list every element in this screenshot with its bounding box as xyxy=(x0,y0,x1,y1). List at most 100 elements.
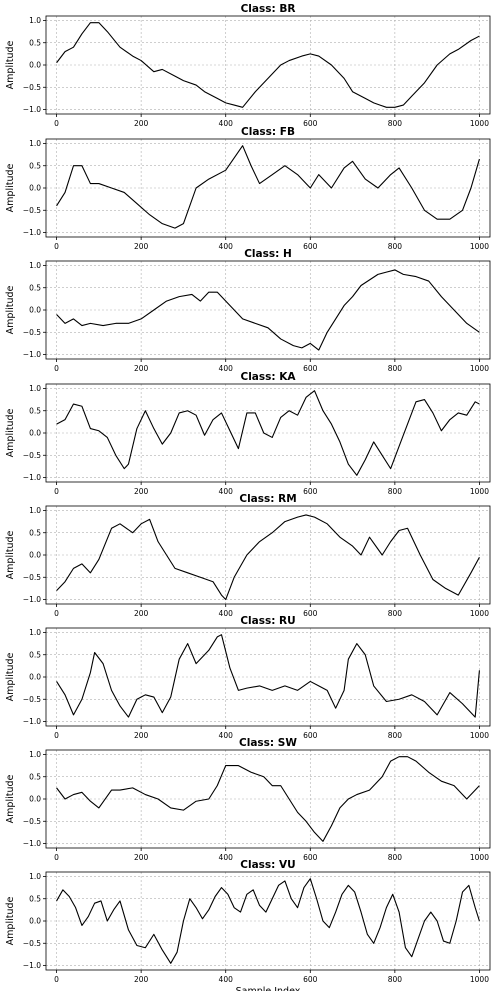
chart-8-y-tick-label: −0.5 xyxy=(23,939,41,948)
chart-6-x-tick-label: 800 xyxy=(388,731,403,740)
chart-4-x-tick-label: 600 xyxy=(303,487,318,496)
chart-1-x-tick-label: 800 xyxy=(388,119,403,128)
chart-7-x-tick-label: 600 xyxy=(303,853,318,862)
chart-2-x-tick-label: 400 xyxy=(219,242,234,251)
chart-7-y-tick-label: −0.5 xyxy=(23,817,41,826)
chart-6-x-tick-label: 600 xyxy=(303,731,318,740)
chart-5-x-tick-label: 200 xyxy=(134,609,149,618)
chart-6-y-tick-label: 0.0 xyxy=(29,673,41,682)
chart-6-y-tick-label: −1.0 xyxy=(23,717,41,726)
chart-6-y-tick-label: 1.0 xyxy=(29,628,41,637)
chart-1-y-tick-label: −0.5 xyxy=(23,83,41,92)
chart-2-title: Class: FB xyxy=(241,126,295,138)
chart-8-x-axis-label: Sample Index xyxy=(236,986,301,991)
chart-2-x-tick-label: 1000 xyxy=(470,242,489,251)
chart-5-y-tick-label: 0.5 xyxy=(29,528,41,537)
chart-3-y-axis-label: Amplitude xyxy=(5,286,16,335)
chart-1-x-tick-label: 1000 xyxy=(470,119,489,128)
chart-7-x-tick-label: 1000 xyxy=(470,853,489,862)
chart-1-y-tick-label: −1.0 xyxy=(23,105,41,114)
chart-3-series-line xyxy=(56,269,480,351)
chart-7-x-tick-label: 400 xyxy=(219,853,234,862)
chart-1-y-tick-label: 0.5 xyxy=(29,38,41,47)
chart-6-x-tick-label: 400 xyxy=(219,731,234,740)
chart-2-y-tick-label: −1.0 xyxy=(23,228,41,237)
chart-3-x-tick-label: 0 xyxy=(54,364,59,373)
chart-6-y-tick-label: 0.5 xyxy=(29,650,41,659)
chart-5-x-tick-label: 800 xyxy=(388,609,403,618)
chart-7-y-tick-label: 1.0 xyxy=(29,750,41,759)
chart-7-y-tick-label: 0.0 xyxy=(29,795,41,804)
chart-4-series-line xyxy=(56,390,480,476)
chart-1-x-tick-label: 600 xyxy=(303,119,318,128)
chart-1-x-tick-label: 0 xyxy=(54,119,59,128)
chart-6-series-line xyxy=(56,634,480,718)
chart-8-y-tick-label: 1.0 xyxy=(29,872,41,881)
chart-7-y-tick-label: −1.0 xyxy=(23,839,41,848)
chart-8-x-tick-label: 800 xyxy=(388,975,403,984)
chart-1-x-tick-label: 400 xyxy=(219,119,234,128)
chart-6-x-tick-label: 1000 xyxy=(470,731,489,740)
chart-1-y-tick-label: 1.0 xyxy=(29,16,41,25)
chart-6-x-tick-label: 0 xyxy=(54,731,59,740)
chart-3-y-tick-label: 0.5 xyxy=(29,283,41,292)
chart-2-x-tick-label: 800 xyxy=(388,242,403,251)
chart-2-x-tick-label: 0 xyxy=(54,242,59,251)
chart-6-x-tick-label: 200 xyxy=(134,731,149,740)
chart-4-y-axis-label: Amplitude xyxy=(5,409,16,458)
chart-4-x-tick-label: 400 xyxy=(219,487,234,496)
chart-8-x-tick-label: 400 xyxy=(219,975,234,984)
chart-3-x-tick-label: 1000 xyxy=(470,364,489,373)
chart-6-title: Class: RU xyxy=(240,615,295,627)
chart-3-y-tick-label: 1.0 xyxy=(29,261,41,270)
chart-2-series-line xyxy=(56,145,480,229)
chart-7-x-tick-label: 800 xyxy=(388,853,403,862)
chart-2-x-tick-label: 600 xyxy=(303,242,318,251)
chart-3-x-tick-label: 200 xyxy=(134,364,149,373)
chart-1-title: Class: BR xyxy=(241,3,296,15)
chart-4-y-tick-label: 1.0 xyxy=(29,384,41,393)
chart-1-series-line xyxy=(56,22,480,108)
chart-2-y-tick-label: 0.0 xyxy=(29,184,41,193)
chart-4-x-tick-label: 0 xyxy=(54,487,59,496)
chart-4-x-tick-label: 200 xyxy=(134,487,149,496)
chart-8-series-line xyxy=(56,878,480,964)
chart-3-y-tick-label: −0.5 xyxy=(23,328,41,337)
chart-3-x-tick-label: 600 xyxy=(303,364,318,373)
chart-3-y-tick-label: −1.0 xyxy=(23,350,41,359)
chart-8-y-tick-label: 0.0 xyxy=(29,917,41,926)
chart-5-y-tick-label: 0.0 xyxy=(29,551,41,560)
chart-5-y-axis-label: Amplitude xyxy=(5,531,16,580)
chart-3-x-tick-label: 800 xyxy=(388,364,403,373)
chart-2-y-tick-label: −0.5 xyxy=(23,206,41,215)
chart-7-y-tick-label: 0.5 xyxy=(29,772,41,781)
chart-5-x-tick-label: 0 xyxy=(54,609,59,618)
chart-7-title: Class: SW xyxy=(239,737,297,749)
chart-8-title: Class: VU xyxy=(240,859,295,871)
chart-4-y-tick-label: −1.0 xyxy=(23,473,41,482)
chart-5-title: Class: RM xyxy=(239,493,296,505)
chart-7-x-tick-label: 200 xyxy=(134,853,149,862)
chart-8-x-tick-label: 600 xyxy=(303,975,318,984)
chart-6-y-tick-label: −0.5 xyxy=(23,695,41,704)
chart-5-x-tick-label: 600 xyxy=(303,609,318,618)
chart-4-y-tick-label: 0.5 xyxy=(29,406,41,415)
chart-8-x-tick-label: 200 xyxy=(134,975,149,984)
chart-7-y-axis-label: Amplitude xyxy=(5,775,16,824)
chart-5-y-tick-label: −1.0 xyxy=(23,595,41,604)
chart-5-y-tick-label: −0.5 xyxy=(23,573,41,582)
chart-1-x-tick-label: 200 xyxy=(134,119,149,128)
chart-3-y-tick-label: 0.0 xyxy=(29,306,41,315)
chart-3-x-tick-label: 400 xyxy=(219,364,234,373)
chart-5-series-line xyxy=(56,514,480,601)
chart-8-y-axis-label: Amplitude xyxy=(5,897,16,946)
chart-8-y-tick-label: 0.5 xyxy=(29,894,41,903)
chart-7-series-line xyxy=(56,756,480,842)
chart-1-y-tick-label: 0.0 xyxy=(29,61,41,70)
chart-5-x-tick-label: 1000 xyxy=(470,609,489,618)
chart-4-x-tick-label: 1000 xyxy=(470,487,489,496)
chart-5-x-tick-label: 400 xyxy=(219,609,234,618)
chart-1-y-axis-label: Amplitude xyxy=(5,41,16,90)
chart-3-title: Class: H xyxy=(244,248,292,260)
